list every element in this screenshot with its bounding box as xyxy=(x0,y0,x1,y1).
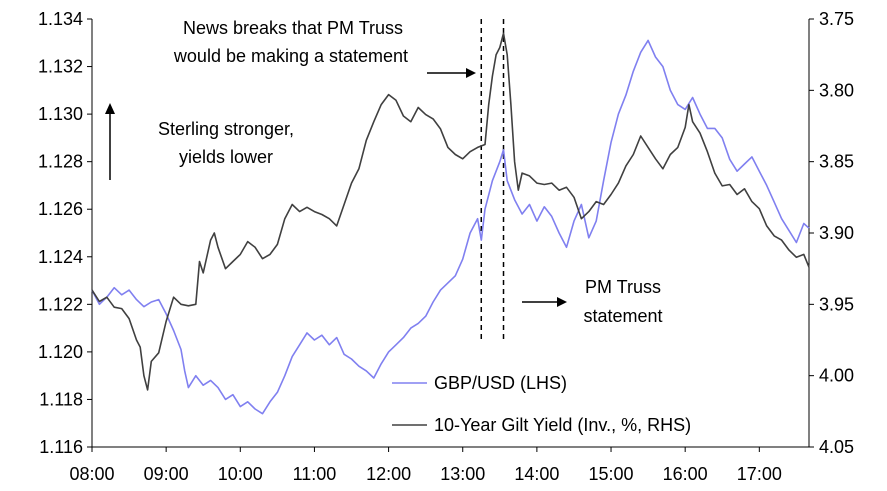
x-tick-label: 16:00 xyxy=(663,464,708,484)
statement-annotation-line2: statement xyxy=(583,306,662,326)
gbpusd-series-line xyxy=(91,39,810,415)
gilt-yield-series-line xyxy=(91,32,810,391)
left-tick-label: 1.126 xyxy=(38,199,83,219)
news-arrowhead xyxy=(466,68,476,78)
statement-annotation-line1: PM Truss xyxy=(585,277,661,297)
left-tick-label: 1.122 xyxy=(38,294,83,314)
up-arrowhead xyxy=(105,103,115,114)
statement-arrowhead xyxy=(557,297,567,307)
stronger-annotation-line2: yields lower xyxy=(179,147,273,167)
axes: 1.116 1.118 1.120 1.122 1.124 1.126 1.128 1.130… xyxy=(38,9,854,484)
right-tick-label: 4.00 xyxy=(819,366,854,386)
right-tick-label: 3.75 xyxy=(819,9,854,29)
left-tick-label: 1.120 xyxy=(38,342,83,362)
right-tick-label: 3.90 xyxy=(819,223,854,243)
legend-label: 10-Year Gilt Yield (Inv., %, RHS) xyxy=(434,415,691,435)
left-tick-label: 1.134 xyxy=(38,9,83,29)
left-tick-label: 1.124 xyxy=(38,247,83,267)
x-tick-label: 13:00 xyxy=(440,464,485,484)
right-tick-label: 3.85 xyxy=(819,152,854,172)
x-tick-label: 15:00 xyxy=(589,464,634,484)
right-tick-label: 4.05 xyxy=(819,437,854,457)
left-tick-label: 1.130 xyxy=(38,104,83,124)
x-tick-label: 08:00 xyxy=(69,464,114,484)
x-tick-label: 10:00 xyxy=(218,464,263,484)
left-tick-label: 1.116 xyxy=(39,437,83,457)
legend: GBP/USD (LHS) 10-Year Gilt Yield (Inv., %… xyxy=(392,373,691,435)
left-tick-label: 1.118 xyxy=(39,389,83,409)
right-tick-label: 3.80 xyxy=(819,80,854,100)
x-tick-label: 17:00 xyxy=(737,464,782,484)
left-tick-label: 1.132 xyxy=(38,57,83,77)
x-tick-label: 14:00 xyxy=(514,464,559,484)
right-tick-label: 3.95 xyxy=(819,294,854,314)
legend-label: GBP/USD (LHS) xyxy=(434,373,567,393)
x-tick-label: 12:00 xyxy=(366,464,411,484)
x-tick-label: 09:00 xyxy=(144,464,189,484)
x-tick-label: 11:00 xyxy=(293,464,337,484)
series-layer xyxy=(91,32,810,415)
stronger-annotation-line1: Sterling stronger, xyxy=(158,119,294,139)
news-annotation-line1: News breaks that PM Truss xyxy=(183,18,403,38)
news-annotation-line2: would be making a statement xyxy=(173,46,408,66)
left-tick-label: 1.128 xyxy=(38,152,83,172)
event-lines xyxy=(480,19,505,343)
